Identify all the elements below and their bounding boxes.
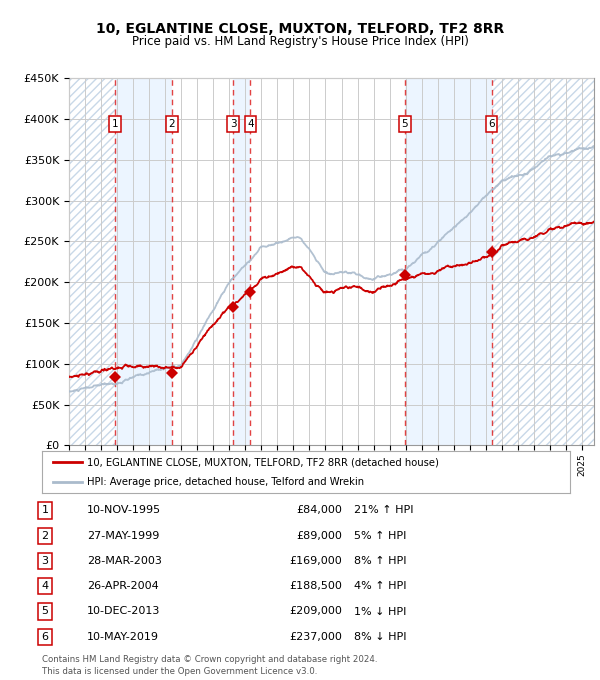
Text: 8% ↑ HPI: 8% ↑ HPI bbox=[354, 556, 407, 566]
Text: 4: 4 bbox=[41, 581, 49, 591]
Text: 1: 1 bbox=[112, 119, 118, 129]
Text: This data is licensed under the Open Government Licence v3.0.: This data is licensed under the Open Gov… bbox=[42, 667, 317, 677]
Text: 5: 5 bbox=[401, 119, 408, 129]
Text: 2: 2 bbox=[168, 119, 175, 129]
Text: 5: 5 bbox=[41, 607, 49, 617]
Bar bbox=[404, 78, 491, 445]
Text: 6: 6 bbox=[41, 632, 49, 642]
Text: 2: 2 bbox=[41, 530, 49, 541]
Bar bbox=[491, 78, 594, 445]
Text: 10, EGLANTINE CLOSE, MUXTON, TELFORD, TF2 8RR: 10, EGLANTINE CLOSE, MUXTON, TELFORD, TF… bbox=[96, 22, 504, 37]
Text: 10-DEC-2013: 10-DEC-2013 bbox=[87, 607, 160, 617]
Bar bbox=[233, 78, 250, 445]
Text: 28-MAR-2003: 28-MAR-2003 bbox=[87, 556, 162, 566]
Text: 8% ↓ HPI: 8% ↓ HPI bbox=[354, 632, 407, 642]
Text: 4: 4 bbox=[247, 119, 254, 129]
Text: Contains HM Land Registry data © Crown copyright and database right 2024.: Contains HM Land Registry data © Crown c… bbox=[42, 655, 377, 664]
Text: 1% ↓ HPI: 1% ↓ HPI bbox=[354, 607, 406, 617]
Text: HPI: Average price, detached house, Telford and Wrekin: HPI: Average price, detached house, Telf… bbox=[87, 477, 364, 487]
Text: £188,500: £188,500 bbox=[289, 581, 342, 591]
Text: 21% ↑ HPI: 21% ↑ HPI bbox=[354, 505, 413, 515]
Text: Price paid vs. HM Land Registry's House Price Index (HPI): Price paid vs. HM Land Registry's House … bbox=[131, 35, 469, 48]
Text: £209,000: £209,000 bbox=[289, 607, 342, 617]
Text: £89,000: £89,000 bbox=[296, 530, 342, 541]
Text: £169,000: £169,000 bbox=[289, 556, 342, 566]
Text: £237,000: £237,000 bbox=[289, 632, 342, 642]
Text: 10-NOV-1995: 10-NOV-1995 bbox=[87, 505, 161, 515]
Text: £84,000: £84,000 bbox=[296, 505, 342, 515]
Text: 10, EGLANTINE CLOSE, MUXTON, TELFORD, TF2 8RR (detached house): 10, EGLANTINE CLOSE, MUXTON, TELFORD, TF… bbox=[87, 457, 439, 467]
Text: 6: 6 bbox=[488, 119, 495, 129]
Text: 3: 3 bbox=[230, 119, 236, 129]
Bar bbox=[115, 78, 172, 445]
Text: 26-APR-2004: 26-APR-2004 bbox=[87, 581, 159, 591]
Text: 3: 3 bbox=[41, 556, 49, 566]
Text: 10-MAY-2019: 10-MAY-2019 bbox=[87, 632, 159, 642]
Text: 5% ↑ HPI: 5% ↑ HPI bbox=[354, 530, 406, 541]
Text: 4% ↑ HPI: 4% ↑ HPI bbox=[354, 581, 407, 591]
Text: 27-MAY-1999: 27-MAY-1999 bbox=[87, 530, 160, 541]
Bar bbox=[69, 78, 115, 445]
Text: 1: 1 bbox=[41, 505, 49, 515]
